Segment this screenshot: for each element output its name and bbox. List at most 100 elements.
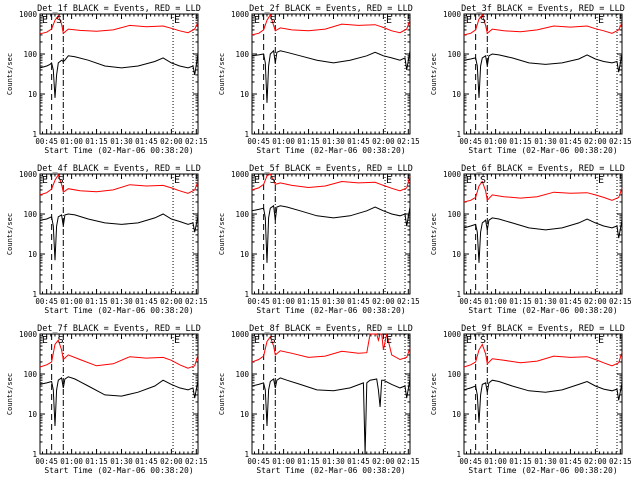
panel-title: Det_9f BLACK = Events, RED = LLD: [461, 324, 625, 334]
x-tick-label: 01:30: [534, 457, 557, 466]
x-axis-label: Start Time (02-Mar-06 00:38:20): [44, 306, 193, 315]
plot-frame: [251, 173, 411, 295]
marker-label: S: [56, 15, 62, 26]
x-tick-label: 01:30: [110, 137, 133, 146]
x-tick-label: 00:45: [35, 137, 58, 146]
x-tick-label: 02:00: [160, 457, 183, 466]
y-tick-label: 1000: [19, 330, 38, 339]
x-tick-label: 02:15: [185, 137, 208, 146]
x-tick-label: 01:15: [509, 137, 532, 146]
y-axis-label: Counts/sec: [430, 213, 438, 255]
x-tick-label: 02:15: [609, 297, 632, 306]
x-tick-label: 00:45: [247, 137, 270, 146]
marker-label: S: [58, 175, 64, 186]
marker-label: E: [254, 175, 260, 186]
x-tick-label: 02:00: [584, 137, 607, 146]
detector-panel-9: Det_9f BLACK = Events, RED = LLD Start Ti…: [430, 324, 632, 475]
plot-frame: [39, 13, 199, 135]
marker-label: E: [254, 15, 260, 26]
y-tick-label: 1: [456, 290, 461, 299]
panel-title: Det_6f BLACK = Events, RED = LLD: [461, 164, 625, 174]
x-tick-label: 01:15: [85, 457, 108, 466]
x-tick-label: 01:45: [135, 457, 158, 466]
y-tick-label: 1000: [231, 170, 250, 179]
marker-label: E: [386, 175, 392, 186]
y-axis-label: Counts/sec: [218, 373, 226, 415]
detector-panel-7: Det_7f BLACK = Events, RED = LLD Start Ti…: [6, 324, 208, 475]
lld-rate-line: [463, 13, 623, 36]
y-tick-label: 1000: [19, 170, 38, 179]
events-rate-line: [463, 217, 623, 263]
y-tick-label: 100: [447, 210, 461, 219]
events-rate-line: [251, 377, 411, 455]
x-tick-label: 02:15: [397, 457, 420, 466]
x-tick-label: 01:30: [110, 297, 133, 306]
events-rate-line: [463, 379, 623, 423]
events-rate-line: [251, 204, 411, 263]
y-tick-label: 1: [32, 130, 37, 139]
x-tick-label: 02:00: [584, 297, 607, 306]
x-tick-label: 01:15: [297, 457, 320, 466]
x-tick-label: 01:00: [484, 457, 507, 466]
y-tick-label: 10: [452, 410, 462, 419]
marker-label: E: [466, 15, 472, 26]
marker-label: E: [598, 15, 604, 26]
x-axis-label: Start Time (02-Mar-06 00:38:20): [44, 466, 193, 475]
x-tick-label: 01:15: [509, 297, 532, 306]
lld-rate-line: [251, 13, 411, 36]
marker-label: E: [254, 335, 260, 346]
y-tick-label: 1000: [443, 10, 462, 19]
lld-rate-line: [251, 173, 411, 192]
x-tick-label: 02:00: [372, 297, 395, 306]
y-tick-label: 10: [28, 410, 38, 419]
y-tick-label: 1: [244, 450, 249, 459]
plot-frame: [251, 333, 411, 455]
y-tick-label: 1: [32, 290, 37, 299]
marker-label: E: [386, 15, 392, 26]
lld-rate-line: [463, 343, 623, 368]
x-tick-label: 02:00: [584, 457, 607, 466]
x-tick-label: 01:45: [559, 297, 582, 306]
events-rate-line: [251, 49, 411, 103]
y-tick-label: 10: [28, 250, 38, 259]
lld-rate-line: [39, 173, 199, 196]
marker-label: S: [270, 335, 276, 346]
y-tick-label: 1000: [443, 170, 462, 179]
y-tick-label: 10: [240, 90, 250, 99]
lld-rate-line: [251, 333, 411, 363]
y-tick-label: 1: [32, 450, 37, 459]
marker-label: S: [480, 175, 486, 186]
x-tick-label: 01:30: [322, 457, 345, 466]
detector-panel-1: Det_1f BLACK = Events, RED = LLD Start Ti…: [6, 4, 208, 155]
x-tick-label: 01:45: [347, 297, 370, 306]
y-tick-label: 100: [23, 210, 37, 219]
x-tick-label: 01:00: [272, 297, 295, 306]
y-tick-label: 1: [244, 290, 249, 299]
events-rate-line: [39, 213, 199, 261]
panel-title: Det_1f BLACK = Events, RED = LLD: [37, 4, 201, 14]
x-tick-label: 01:45: [135, 137, 158, 146]
marker-label: E: [42, 335, 48, 346]
events-rate-line: [39, 53, 199, 98]
events-rate-line: [463, 53, 623, 98]
marker-label: E: [598, 335, 604, 346]
plot-frame: [251, 13, 411, 135]
lld-rate-line: [463, 180, 623, 203]
x-tick-label: 02:15: [609, 457, 632, 466]
plot-frame: [463, 173, 623, 295]
x-tick-label: 01:30: [322, 297, 345, 306]
y-axis-label: Counts/sec: [6, 213, 14, 255]
y-tick-label: 1: [244, 130, 249, 139]
marker-label: S: [270, 15, 276, 26]
panel-title: Det_2f BLACK = Events, RED = LLD: [249, 4, 413, 14]
x-tick-label: 01:45: [347, 137, 370, 146]
y-tick-label: 1: [456, 450, 461, 459]
y-tick-label: 1: [456, 130, 461, 139]
x-tick-label: 00:45: [459, 137, 482, 146]
plot-frame: [463, 333, 623, 455]
x-tick-label: 02:15: [397, 137, 420, 146]
y-tick-label: 100: [235, 370, 249, 379]
x-axis-label: Start Time (02-Mar-06 00:38:20): [468, 466, 617, 475]
marker-label: E: [174, 15, 180, 26]
